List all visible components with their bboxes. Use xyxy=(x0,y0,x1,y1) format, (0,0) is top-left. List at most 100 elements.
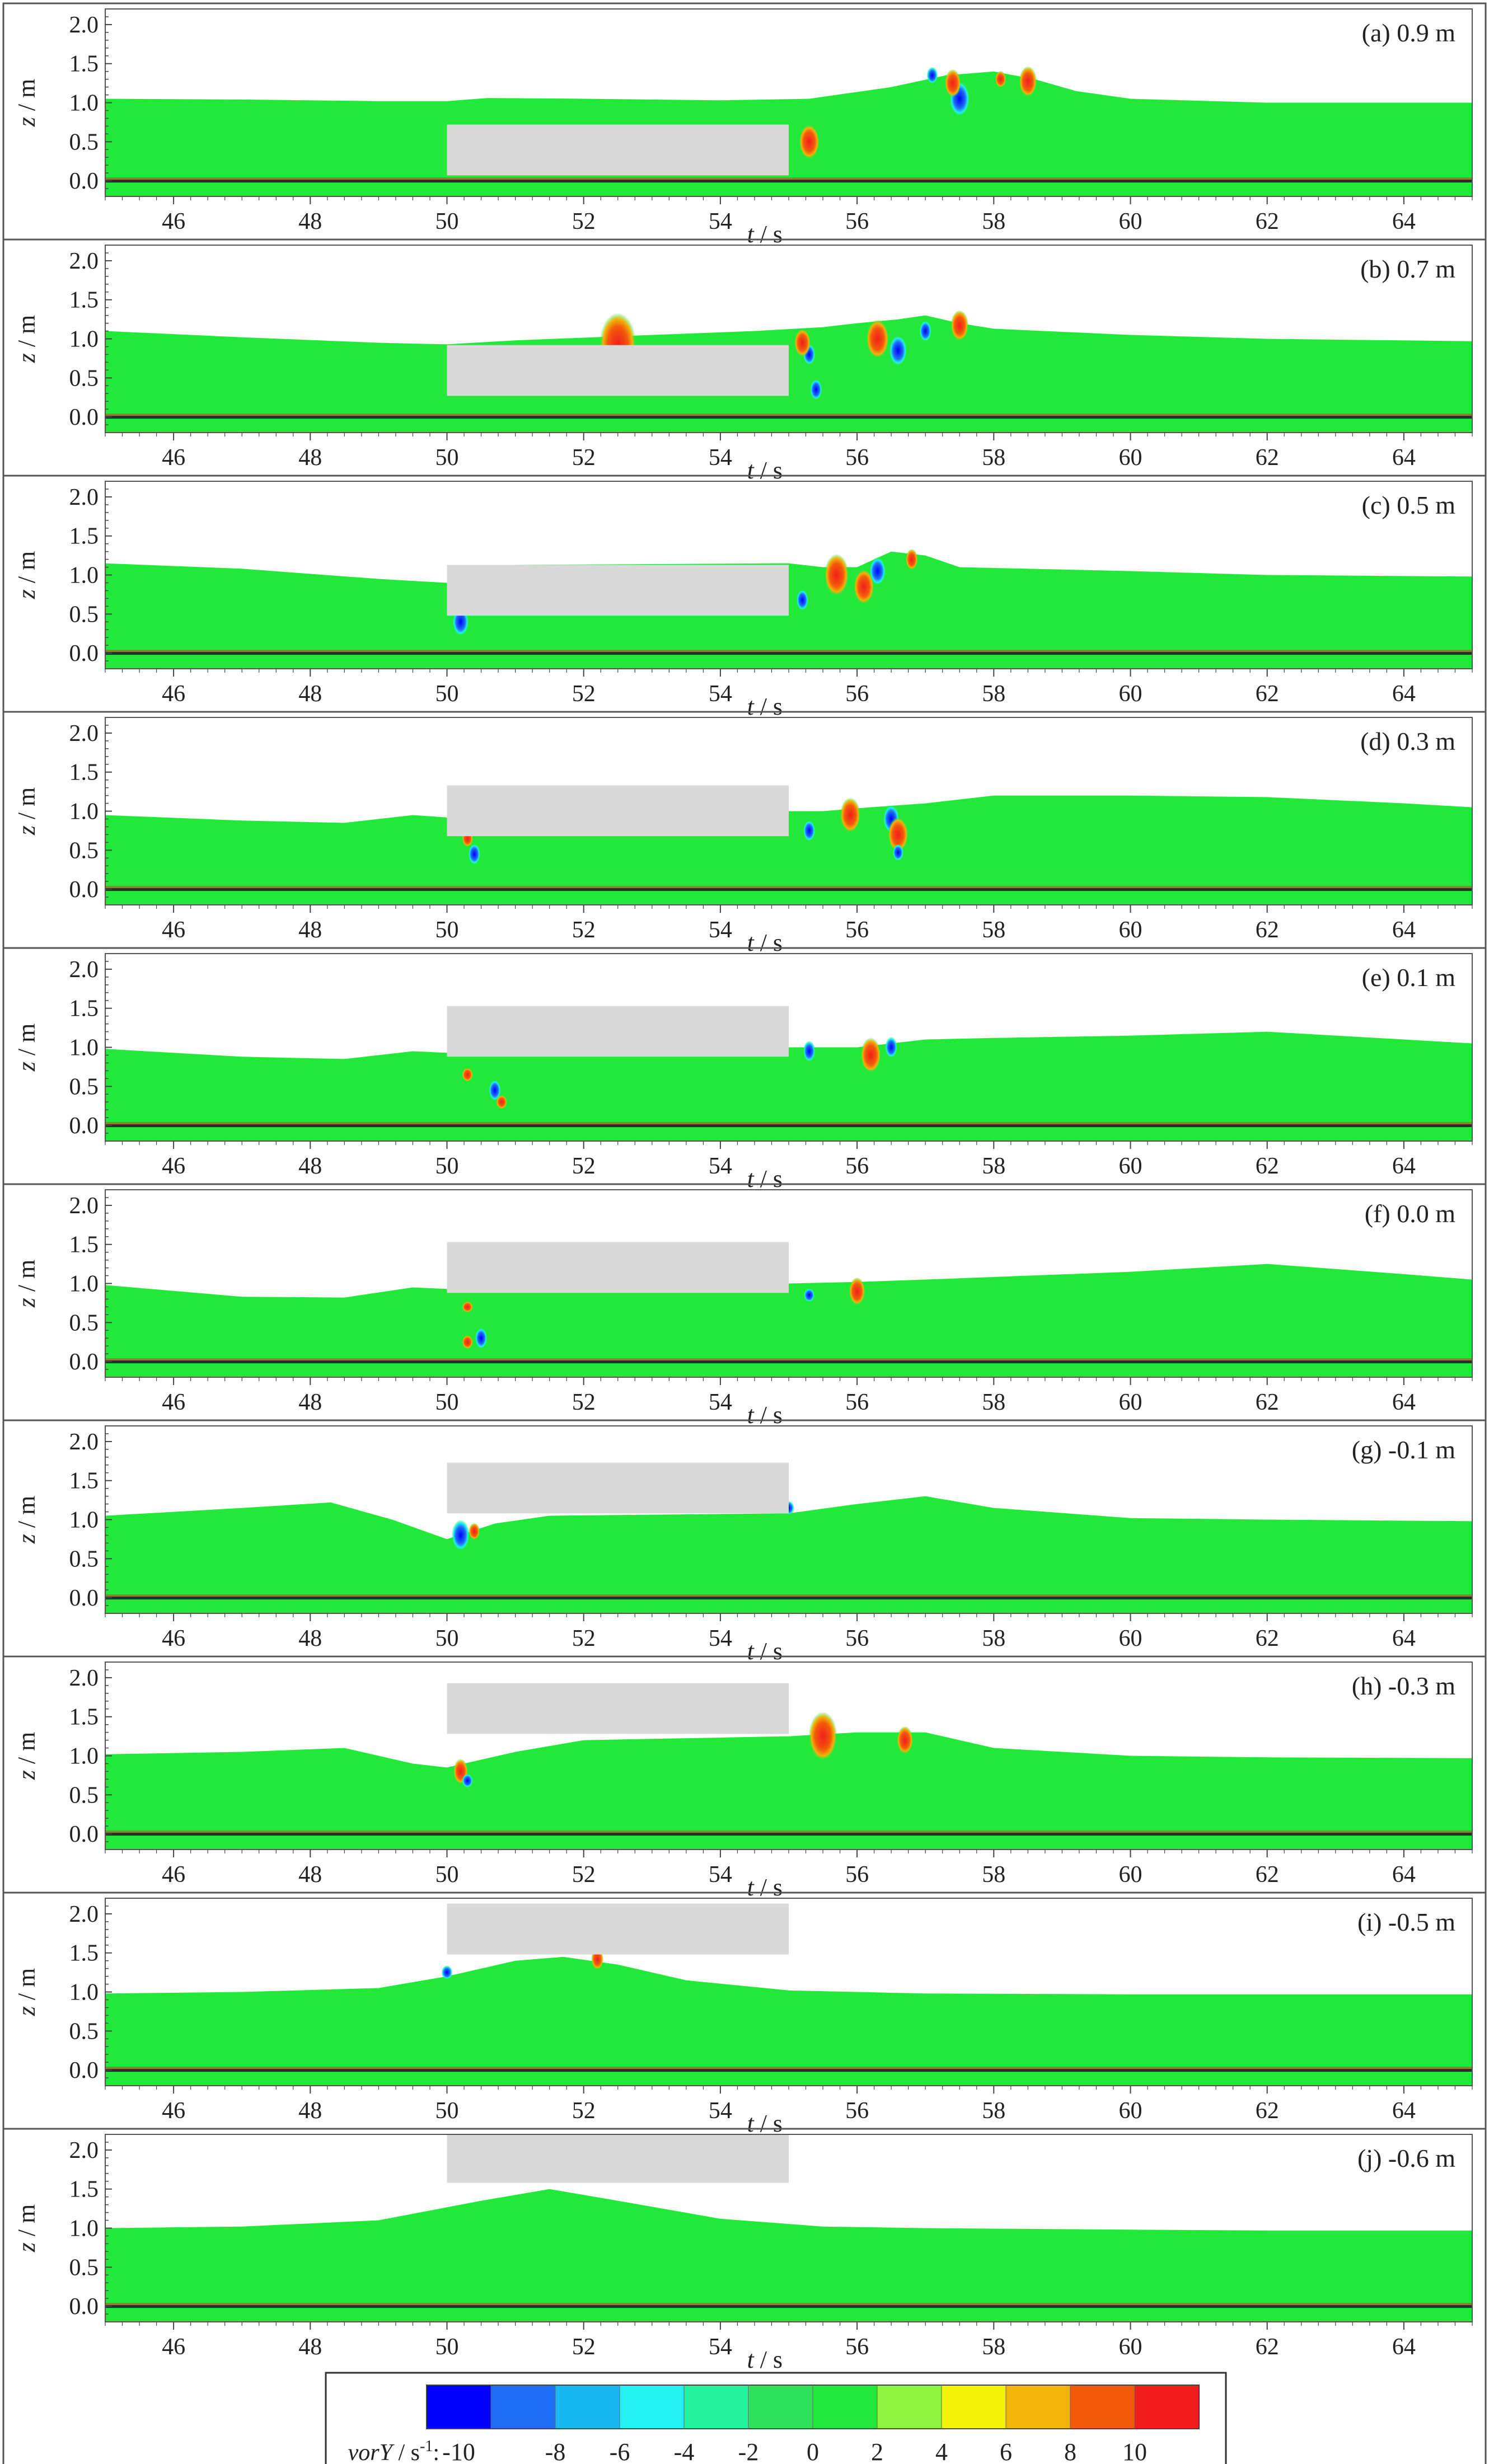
x-tick-label: 52 xyxy=(572,2098,596,2124)
vorticity-field xyxy=(105,2134,1472,2322)
x-tick-label: 52 xyxy=(572,445,596,471)
y-tick-label: 1.0 xyxy=(69,1980,99,2006)
x-tick-label: 58 xyxy=(982,1862,1005,1888)
water-body xyxy=(105,1956,1472,2086)
y-axis-label: z / m xyxy=(13,787,40,836)
x-tick-label: 48 xyxy=(298,2098,322,2124)
y-axis-label: z / m xyxy=(13,315,40,364)
colorbar-tick-label: -8 xyxy=(545,2438,566,2464)
seabed-line xyxy=(105,1124,1472,1128)
x-tick-label: 54 xyxy=(709,1862,732,1888)
y-tick-label: 1.5 xyxy=(69,760,99,786)
vortex-positive xyxy=(794,328,811,357)
panel-label: (a) 0.9 m xyxy=(1362,18,1456,47)
y-tick-label: 1.5 xyxy=(69,288,99,313)
panel: 0.0 0.5 1.0 1.5 2.0 46 48 50 52 54 56 58 60 62 64 t / s… xyxy=(3,1419,1486,1665)
x-tick-label: 62 xyxy=(1256,445,1279,471)
colorbar-tick-label: -10 xyxy=(442,2438,475,2464)
structure-block xyxy=(447,1903,789,1955)
colorbar-tick-label: 8 xyxy=(1064,2438,1076,2464)
x-tick-label: 64 xyxy=(1392,917,1416,943)
x-tick-label: 48 xyxy=(298,681,322,707)
panel: 0.0 0.5 1.0 1.5 2.0 46 48 50 52 54 56 58 60 62 64 t / s… xyxy=(3,1892,1486,2137)
y-tick-label: 1.5 xyxy=(69,1468,99,1494)
vortex-negative xyxy=(462,1773,474,1788)
x-axis-label: t / s xyxy=(747,1637,783,1665)
colorbar-swatch xyxy=(748,2385,813,2429)
x-tick-label: 52 xyxy=(572,1862,596,1888)
y-tick-label: 0.5 xyxy=(69,1310,99,1336)
x-tick-label: 50 xyxy=(436,2098,459,2124)
structure-block xyxy=(447,124,789,176)
vortex-negative xyxy=(803,1040,816,1062)
vortex-negative xyxy=(889,335,907,367)
y-axis-label: z / m xyxy=(13,79,40,128)
x-tick-label: 48 xyxy=(298,1153,322,1179)
x-tick-label: 64 xyxy=(1392,1862,1416,1888)
x-tick-label: 60 xyxy=(1119,917,1142,943)
y-tick-label: 1.0 xyxy=(69,1271,99,1297)
x-tick-label: 58 xyxy=(982,2098,1005,2124)
vortex-positive xyxy=(905,548,918,570)
vortex-positive xyxy=(824,553,849,597)
x-tick-label: 60 xyxy=(1119,209,1142,234)
panel-label: (i) -0.5 m xyxy=(1357,1908,1455,1936)
vortex-positive xyxy=(799,124,820,159)
colorbar-swatch xyxy=(1006,2385,1071,2429)
colorbar-tick-label: 10 xyxy=(1122,2438,1147,2464)
y-tick-label: 0.0 xyxy=(69,168,99,194)
vortex-positive xyxy=(944,69,961,97)
seabed-shear xyxy=(105,2067,1472,2069)
y-tick-label: 1.5 xyxy=(69,1232,99,1258)
vortex-positive xyxy=(808,1711,837,1761)
x-tick-label: 60 xyxy=(1119,1626,1142,1651)
panel: 0.0 0.5 1.0 1.5 2.0 46 48 50 52 54 56 58 60 62 64 t / s… xyxy=(13,8,1473,248)
colorbar-swatch xyxy=(620,2385,685,2429)
vorticity-field xyxy=(105,1426,1472,1613)
x-tick-label: 46 xyxy=(162,2098,185,2124)
panel-label: (d) 0.3 m xyxy=(1360,727,1455,755)
seabed-line xyxy=(105,2069,1472,2072)
x-tick-label: 58 xyxy=(982,445,1005,471)
x-tick-label: 50 xyxy=(436,445,459,471)
vortex-positive xyxy=(849,1277,865,1306)
x-tick-label: 48 xyxy=(298,445,322,471)
vortex-positive xyxy=(1019,66,1037,97)
y-tick-label: 0.5 xyxy=(69,365,99,391)
y-tick-label: 2.0 xyxy=(69,957,99,983)
x-tick-label: 62 xyxy=(1256,917,1279,943)
vorticity-field xyxy=(105,9,1472,196)
x-tick-label: 56 xyxy=(845,1153,869,1179)
y-tick-label: 0.5 xyxy=(69,2019,99,2044)
x-axis-label: t / s xyxy=(747,1874,783,1901)
y-tick-label: 0.0 xyxy=(69,2294,99,2320)
seabed-line xyxy=(105,1833,1472,1836)
seabed-shear xyxy=(105,650,1472,653)
seabed-shear xyxy=(105,1594,1472,1597)
y-tick-label: 1.5 xyxy=(69,524,99,550)
water-body xyxy=(105,1732,1472,1850)
x-tick-label: 58 xyxy=(982,209,1005,234)
colorbar-swatch xyxy=(1135,2385,1200,2429)
seabed-line xyxy=(105,180,1472,183)
panel-label: (b) 0.7 m xyxy=(1360,255,1455,283)
y-tick-label: 0.5 xyxy=(69,602,99,627)
vortex-negative xyxy=(892,844,904,861)
y-tick-label: 2.0 xyxy=(69,1665,99,1691)
vorticity-field xyxy=(105,717,1472,905)
x-tick-label: 62 xyxy=(1256,1153,1279,1179)
water-body xyxy=(105,1496,1472,1613)
vorticity-field xyxy=(105,954,1472,1141)
y-tick-label: 1.0 xyxy=(69,1035,99,1061)
panel: 0.0 0.5 1.0 1.5 2.0 46 48 50 52 54 56 58 60 62 64 t / s… xyxy=(3,1655,1486,1901)
x-axis-label: t / s xyxy=(747,1165,783,1193)
y-axis-label: z / m xyxy=(13,1732,40,1781)
vortex-positive xyxy=(888,816,909,852)
x-tick-label: 48 xyxy=(298,1626,322,1651)
vortex-negative xyxy=(451,1519,470,1551)
x-tick-label: 56 xyxy=(845,1862,869,1888)
x-tick-label: 64 xyxy=(1392,1390,1416,1415)
vortex-negative xyxy=(488,1080,501,1101)
y-tick-label: 1.0 xyxy=(69,1508,99,1533)
x-tick-label: 64 xyxy=(1392,2098,1416,2124)
